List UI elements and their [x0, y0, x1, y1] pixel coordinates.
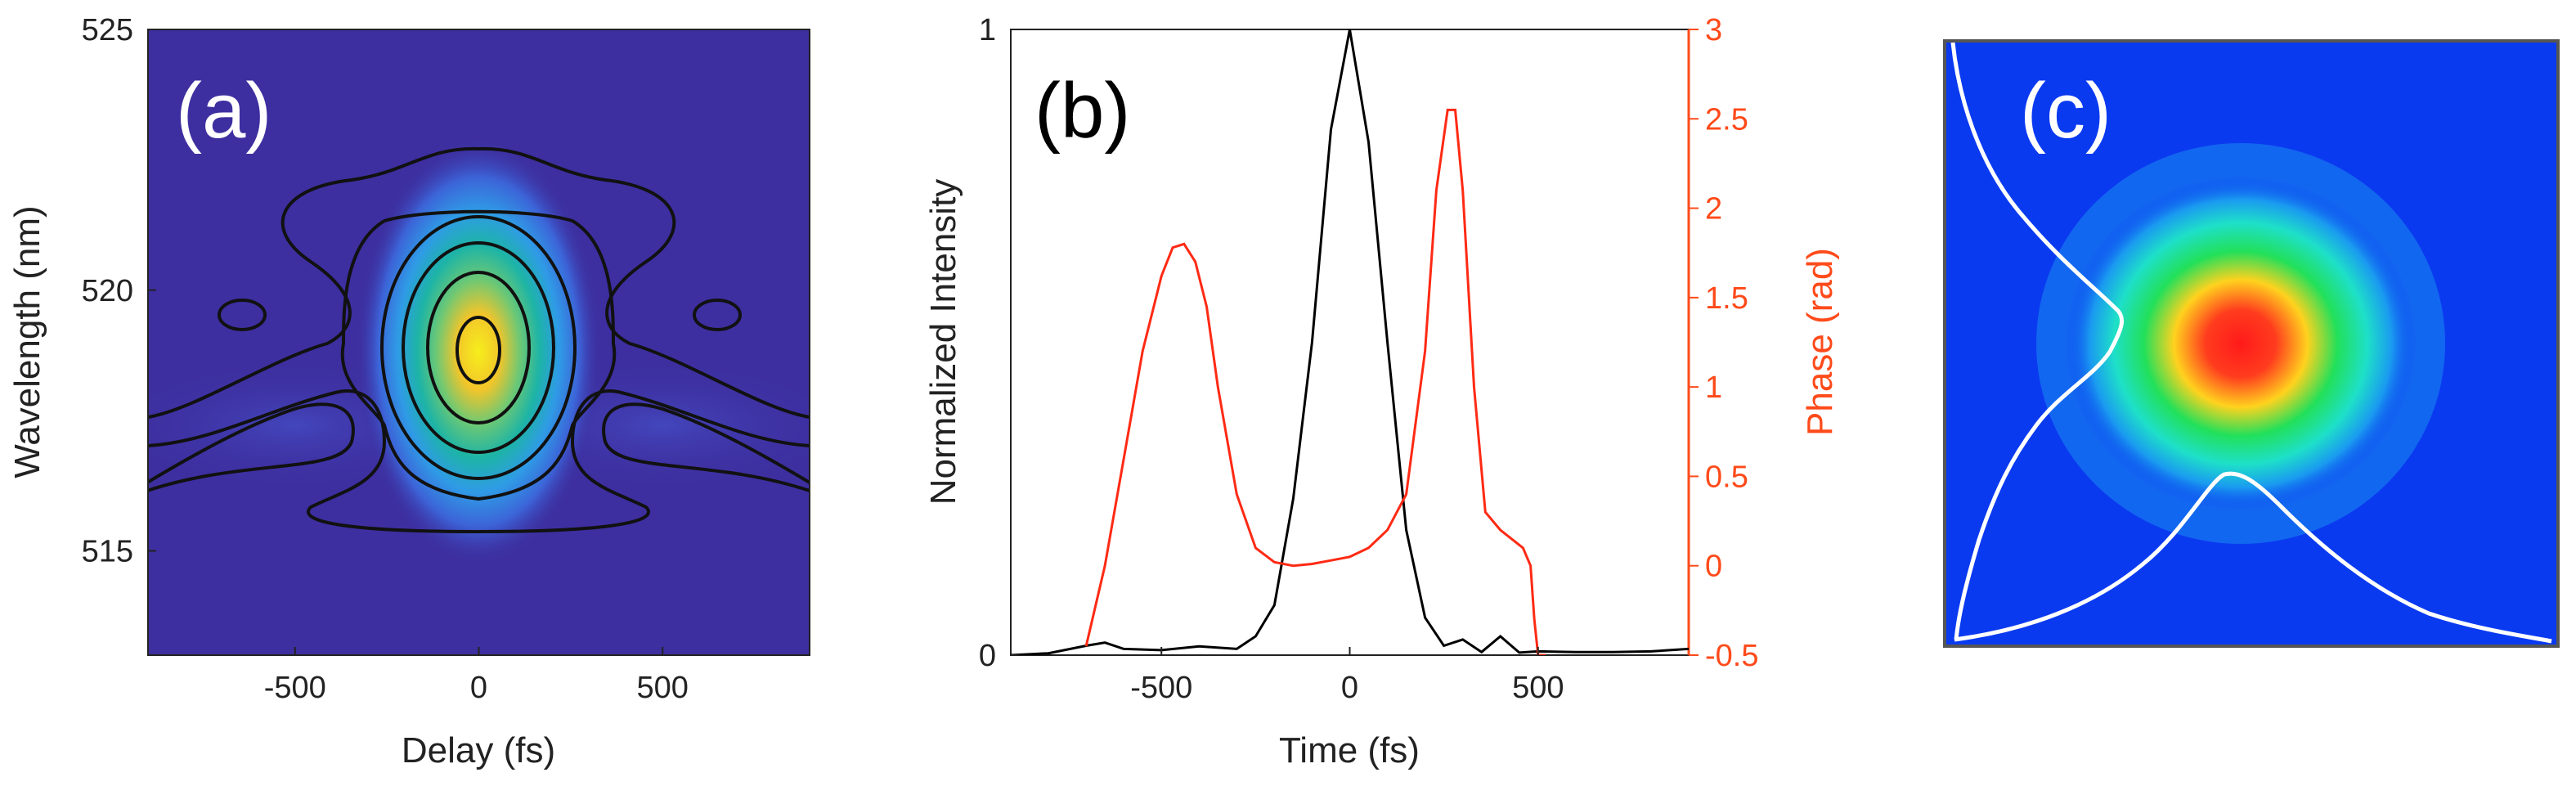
contour-mid-left [340, 209, 617, 501]
phase-series-line [1084, 108, 1546, 655]
panel-b-y2-tick-label: 1 [1705, 371, 1722, 405]
panel-c-frame [1943, 39, 2560, 648]
beam-profile-vertical [1950, 42, 2125, 640]
panel-b-x-tick-label: -500 [1130, 671, 1192, 705]
panel-a-contours [148, 146, 810, 534]
panel-a-y-tick-label: 525 [82, 13, 133, 47]
panel-c-label: (c) [2020, 67, 2112, 155]
panel-a-label: (a) [176, 67, 272, 155]
panel-b-y-tick-label: 0 [979, 639, 996, 673]
panel-a-y-tick-label: 515 [82, 535, 133, 569]
panel-b-y2-tick-label: 1.5 [1705, 281, 1748, 316]
panel-b-y-tick-label: 1 [979, 13, 996, 47]
panel-a-y-ticks: 515 520 525 [82, 13, 156, 569]
intensity-series-line [1011, 29, 1689, 655]
panel-b-xlabel: Time (fs) [1279, 730, 1420, 770]
panel-b-ylabel: Normalized Intensity [923, 179, 963, 505]
panel-b-y2-tick-label: 2 [1705, 192, 1722, 227]
panel-b-x-tick-label: 0 [1341, 671, 1358, 705]
panel-a-x-ticks: -500 0 500 [264, 647, 689, 705]
beam-profile-horizontal [1954, 471, 2552, 644]
panel-c: (c) [1943, 39, 2560, 648]
contour-level-6 [456, 316, 501, 384]
panel-b-label: (b) [1034, 67, 1130, 155]
panel-b-y2label: Phase (rad) [1800, 248, 1840, 436]
panel-a-y-tick-label: 520 [82, 274, 133, 308]
contour-level-4 [402, 241, 555, 454]
panel-b-y-ticks: 01 [979, 13, 1019, 673]
panel-b-x-ticks: -500 0 500 [1130, 647, 1564, 705]
panel-a-x-tick-label: 500 [637, 671, 689, 705]
panel-a-x-tick-label: -500 [264, 671, 326, 705]
contour-island-left [218, 299, 267, 331]
panel-b-y2-tick-label: -0.5 [1705, 639, 1758, 673]
panel-b: (b) -500 0 500 01 -0.500.511.522.53 Time (… [923, 13, 1840, 770]
panel-a-ylabel: Wavelength (nm) [7, 205, 47, 478]
panel-b-y2-tick-label: 0.5 [1705, 460, 1748, 494]
panel-b-y2-tick-label: 3 [1705, 13, 1722, 47]
beam-spot [2065, 176, 2417, 511]
panel-a: (a) -500 0 500 515 520 525 Delay (fs) Wavele… [7, 13, 810, 770]
contour-loop-left [148, 402, 355, 492]
contour-level-5 [426, 271, 531, 424]
panel-b-y2-tick-label: 0 [1705, 550, 1722, 584]
contour-level-3 [380, 215, 577, 480]
panel-a-xlabel: Delay (fs) [402, 730, 555, 770]
contour-loop-right [602, 402, 810, 492]
contour-outer-low [148, 389, 810, 534]
contour-island-right [693, 299, 742, 331]
panel-b-x-tick-label: 500 [1512, 671, 1564, 705]
panel-a-x-tick-label: 0 [470, 671, 487, 705]
panel-b-y2-tick-label: 2.5 [1705, 102, 1748, 137]
panel-b-y2-ticks: -0.5 0 0.5 1 1.5 2 2.5 3 [1689, 13, 1758, 673]
